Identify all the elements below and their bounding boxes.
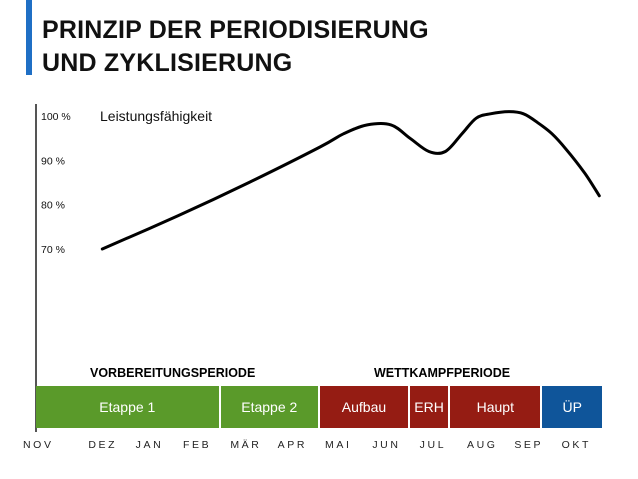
period-label: WETTKAMPFPERIODE: [374, 366, 511, 380]
month-label: OKT: [561, 439, 592, 451]
month-label: NOV: [23, 439, 54, 451]
period-label: VORBEREITUNGSPERIODE: [90, 366, 256, 380]
y-tick-label: 100 %: [41, 111, 71, 123]
phase-bar: Haupt: [450, 386, 543, 428]
month-label: SEP: [514, 439, 544, 451]
month-label: APR: [277, 439, 308, 451]
month-label: FEB: [183, 439, 212, 451]
month-label: MAI: [325, 439, 352, 451]
title-line-2: UND ZYKLISIERUNG: [42, 49, 293, 77]
title-line-1: PRINZIP DER PERIODISIERUNG: [42, 16, 429, 44]
month-label: JUL: [419, 439, 447, 451]
phase-bar: Aufbau: [320, 386, 410, 428]
performance-curve-line: [100, 110, 601, 251]
month-label: AUG: [467, 439, 498, 451]
month-label: DEZ: [88, 439, 118, 451]
y-tick-label: 80 %: [41, 200, 65, 212]
phase-bar: ÜP: [542, 386, 604, 428]
phase-bar: Etappe 2: [220, 386, 320, 428]
y-axis-label: Leistungsfähigkeit: [100, 108, 212, 124]
y-tick-label: 90 %: [41, 155, 65, 167]
y-tick-label: 70 %: [41, 244, 65, 256]
phase-bar: ERH: [409, 386, 451, 428]
phase-bar: Etappe 1: [36, 386, 221, 428]
month-label: JUN: [372, 439, 401, 451]
month-label: MÄR: [230, 439, 262, 451]
title-accent-bar: [26, 0, 32, 75]
page-title: PRINZIP DER PERIODISIERUNG UND ZYKLISIER…: [42, 14, 429, 80]
month-label: JAN: [135, 439, 164, 451]
